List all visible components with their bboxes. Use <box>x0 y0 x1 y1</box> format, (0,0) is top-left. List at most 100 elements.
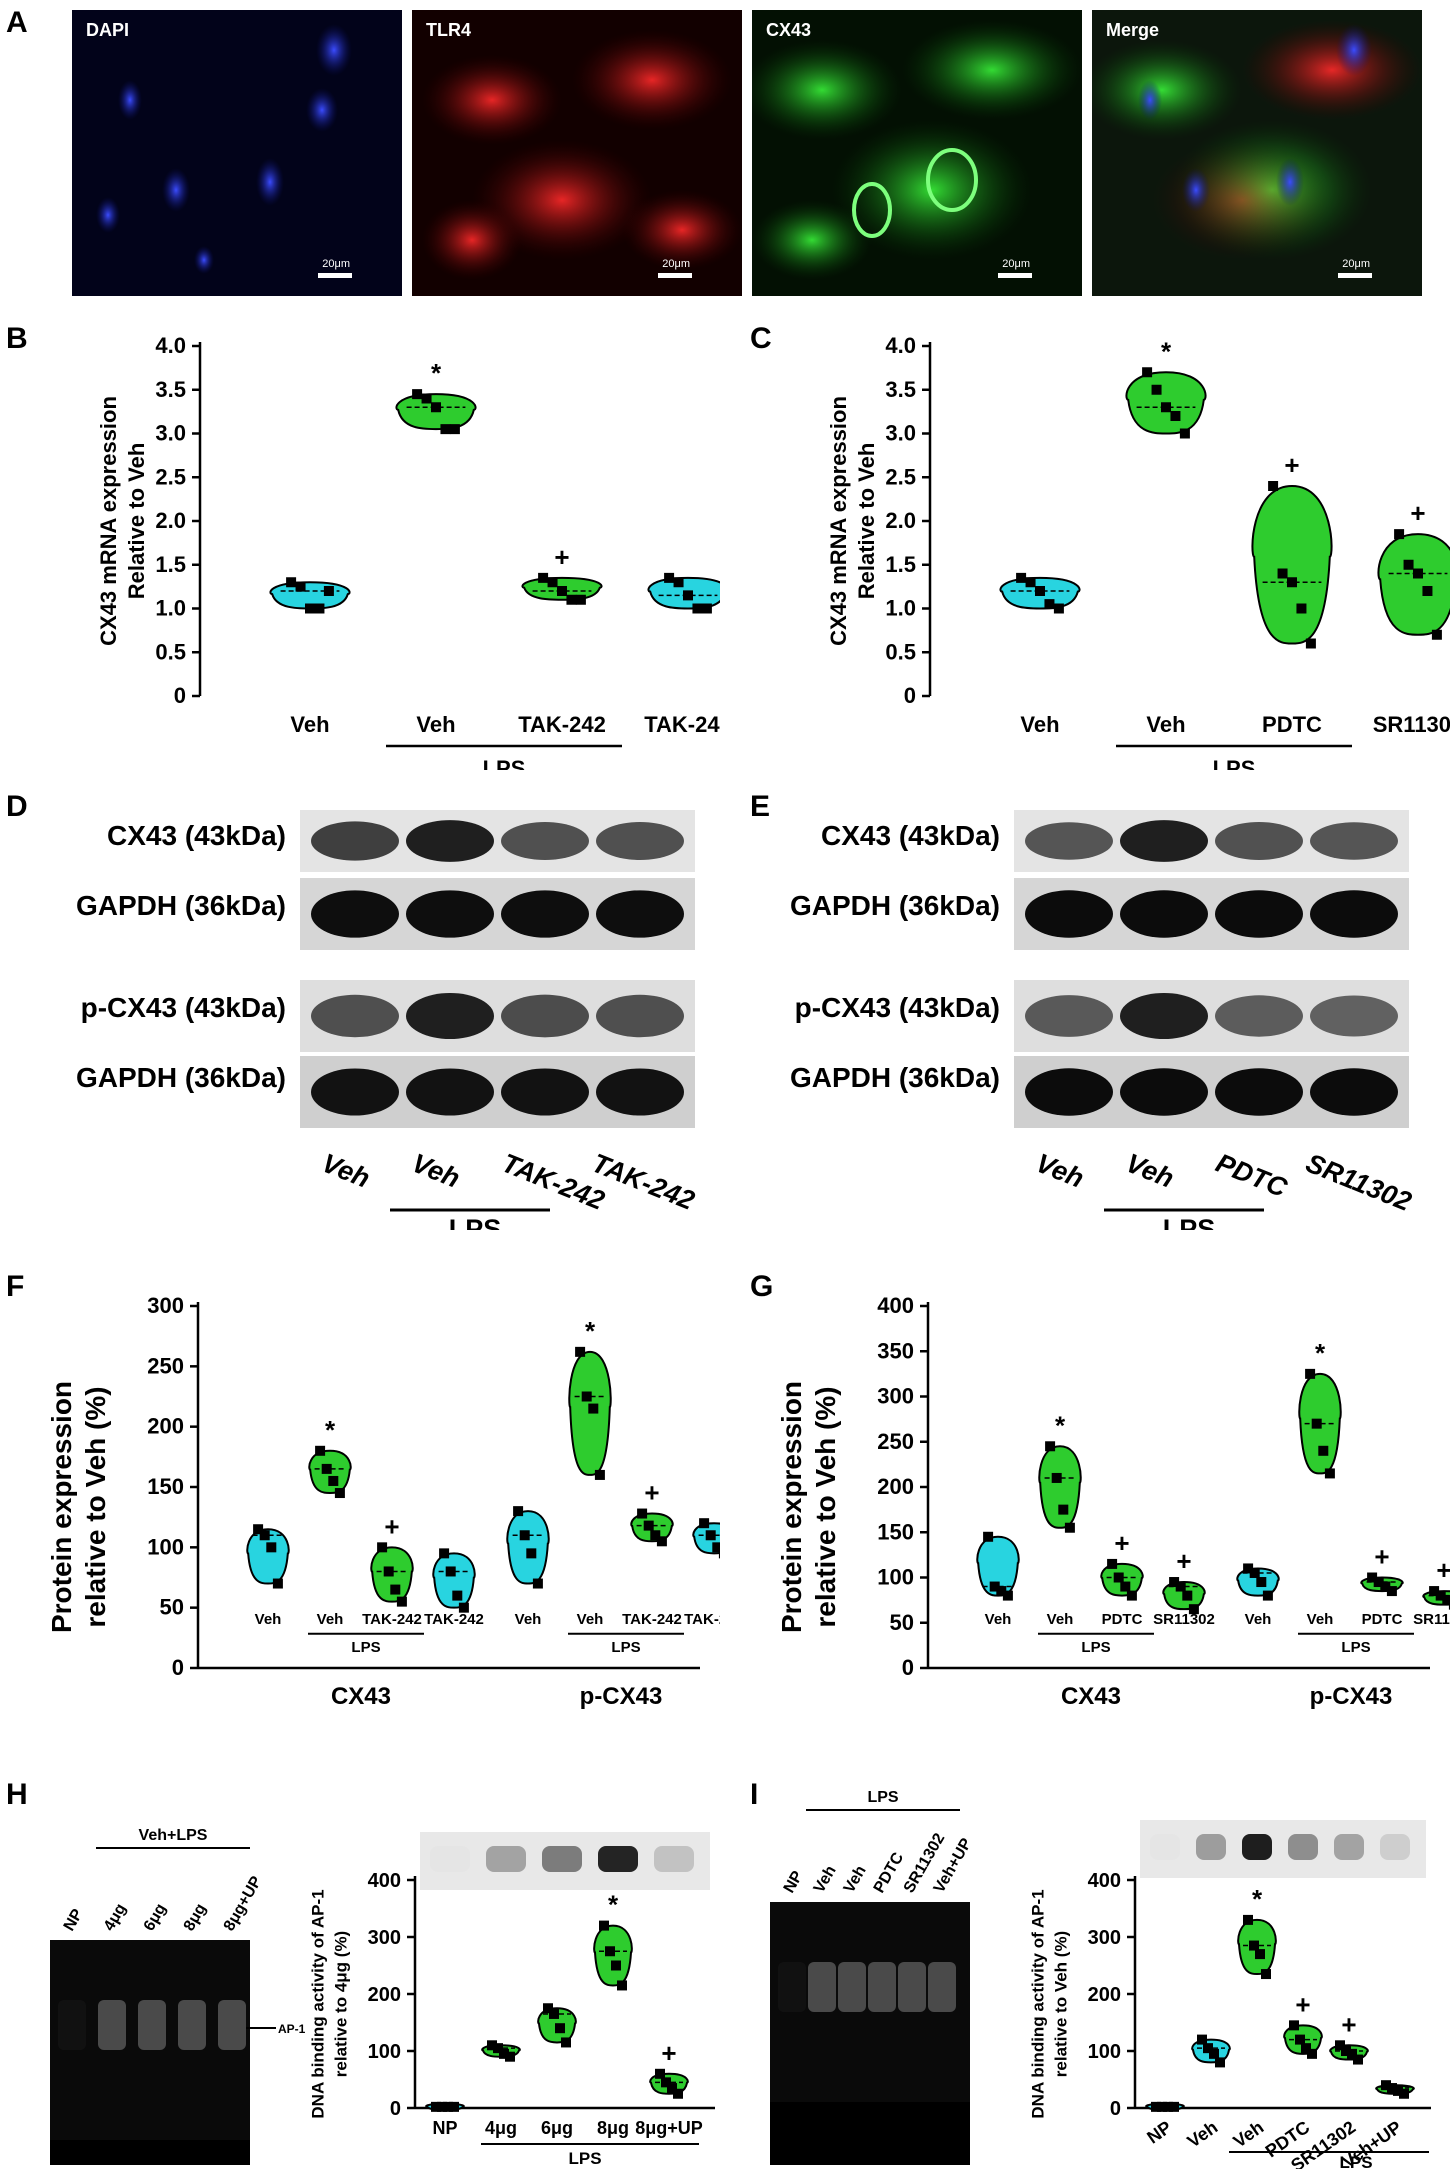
band <box>654 1846 694 1872</box>
y-axis-label: relative to 4μg (%) <box>332 1931 351 2077</box>
violin-mark <box>432 1552 476 1609</box>
data-point <box>452 1590 463 1601</box>
blot-band <box>406 890 494 938</box>
y-tick-label: 2.0 <box>155 508 186 533</box>
band <box>486 1846 526 1872</box>
y-axis-label: relative to Veh (%) <box>80 1386 111 1627</box>
emsa-gel-h: NP 4μg 6μg 8μg 8μg+UP Veh+LPS AP-1 <box>50 1827 306 2165</box>
gel-band <box>138 2000 166 2050</box>
y-tick-label: 50 <box>890 1610 914 1635</box>
data-point <box>449 424 460 435</box>
data-point <box>538 572 549 583</box>
blot-row-label: CX43 (43kDa) <box>107 820 286 851</box>
data-point <box>718 1548 720 1559</box>
data-point <box>439 1548 450 1559</box>
data-point <box>1367 1572 1378 1583</box>
band <box>1150 1834 1180 1860</box>
x-category-label: Veh <box>1245 1611 1272 1628</box>
data-point <box>637 1508 648 1519</box>
gel-free-probe <box>50 2140 250 2165</box>
micrograph-merge: Merge 20μm <box>1092 10 1422 296</box>
y-tick-label: 0.5 <box>155 639 186 664</box>
data-point <box>549 2008 559 2019</box>
blot-band <box>501 1068 589 1116</box>
blot-row-label: p-CX43 (43kDa) <box>794 992 1000 1023</box>
data-point <box>1064 1522 1075 1533</box>
blot-lane-label: Veh <box>318 1148 374 1194</box>
data-point <box>449 2101 459 2112</box>
blot-lane-label: SR11302 <box>1302 1148 1416 1217</box>
gel-band <box>778 1962 806 2012</box>
data-point <box>1209 2048 1219 2059</box>
panel-letter-b: B <box>6 322 28 355</box>
blot-band <box>1120 1068 1208 1116</box>
group-label: LPS <box>351 1639 380 1656</box>
gel-band <box>808 1962 836 2012</box>
x-group-label: CX43 <box>1061 1683 1121 1710</box>
data-point <box>1403 559 1414 570</box>
x-category-label: NP <box>1143 2117 1175 2148</box>
y-axis-label-group: CX43 mRNA expression Relative to Veh <box>826 396 879 646</box>
x-category-label: TAK-242 <box>684 1611 720 1628</box>
gel-lane-label: 8μg+UP <box>221 1873 266 1934</box>
y-tick-label: 100 <box>147 1534 184 1559</box>
data-point <box>1169 1577 1180 1588</box>
data-point <box>667 2083 677 2094</box>
data-point <box>412 389 423 400</box>
x-category-label: SR11302 <box>1413 1611 1450 1628</box>
data-point <box>1044 599 1055 610</box>
violin-mark <box>506 1510 550 1585</box>
chart-panel-g: 0 50 100 150 200 250 300 350 400 Protein expressi… <box>776 1293 1450 1710</box>
x-category-label: 8μg <box>597 2118 629 2138</box>
data-point <box>383 1566 394 1577</box>
y-tick-label: 3.5 <box>885 377 916 402</box>
data-point <box>1261 1969 1271 1980</box>
data-point <box>431 2101 441 2112</box>
x-category-label: Veh <box>985 1611 1012 1628</box>
panel-letter-e: E <box>750 790 771 823</box>
y-tick-label: 250 <box>877 1429 914 1454</box>
significance-marker: * <box>1161 336 1172 366</box>
gel-band <box>838 1962 866 2012</box>
data-point <box>437 2101 447 2112</box>
gel-background <box>50 1940 250 2165</box>
data-point <box>315 1445 326 1456</box>
panel-letter-c: C <box>750 322 772 355</box>
data-point <box>1163 2101 1173 2112</box>
significance-marker: * <box>325 1415 336 1445</box>
data-point <box>1386 1586 1397 1597</box>
tlr4-image <box>422 30 742 280</box>
x-category-label: 4μg <box>485 2118 517 2138</box>
data-point <box>664 572 675 583</box>
blot-band <box>1310 890 1398 938</box>
x-category-label: Veh <box>1020 712 1059 737</box>
significance-marker: * <box>1252 1884 1263 1914</box>
y-tick-label: 3.5 <box>155 377 186 402</box>
blot-band <box>596 822 684 860</box>
blot-row-label: GAPDH (36kDa) <box>75 1062 286 1093</box>
significance-marker: + <box>1114 1528 1129 1558</box>
data-point <box>1255 1949 1265 1960</box>
data-point <box>705 1530 716 1541</box>
data-point <box>1179 428 1190 439</box>
y-tick-label: 1.5 <box>885 552 916 577</box>
data-point <box>699 1518 710 1529</box>
blot-band <box>1120 992 1208 1040</box>
y-tick-label: 0 <box>1110 2098 1121 2120</box>
blot-band <box>501 890 589 938</box>
y-tick-label: 1.0 <box>155 596 186 621</box>
significance-marker: + <box>644 1478 659 1508</box>
data-point <box>1394 529 1405 540</box>
blot-band <box>406 1068 494 1116</box>
band <box>1288 1834 1318 1860</box>
x-category-label: 8μg+UP <box>635 2118 703 2138</box>
data-point <box>1435 1590 1446 1601</box>
data-point <box>1429 1586 1440 1597</box>
x-category-label: NP <box>432 2118 457 2138</box>
blot-lane-label: Veh <box>1122 1148 1178 1194</box>
chart-panel-b: 0 0.5 1.0 1.5 2.0 2.5 3.0 3.5 4.0 CX43 mRNA expre… <box>96 333 720 770</box>
data-point <box>617 1980 627 1991</box>
data-point <box>305 603 315 614</box>
merge-image <box>1092 20 1422 260</box>
blot-row-label: GAPDH (36kDa) <box>789 1062 1000 1093</box>
